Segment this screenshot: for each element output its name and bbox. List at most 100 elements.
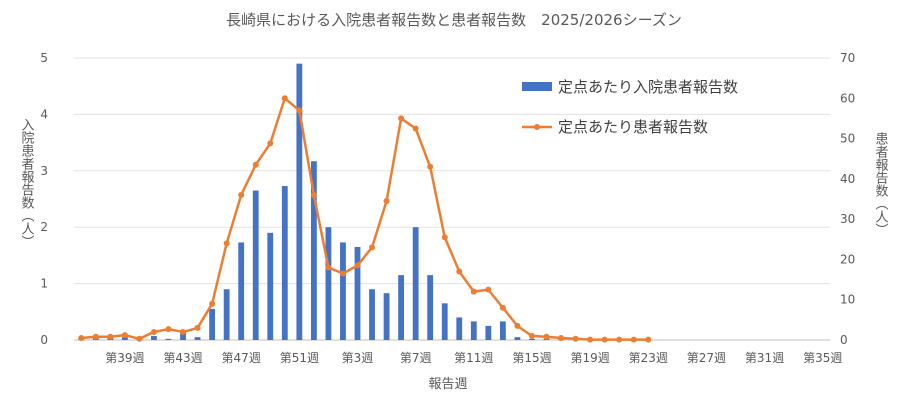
y-left-tick-label: 3	[40, 164, 48, 178]
bar-series	[78, 63, 564, 340]
legend: 定点あたり入院患者報告数 定点あたり患者報告数	[522, 78, 738, 136]
bar	[165, 338, 172, 340]
line-point	[427, 163, 434, 170]
y-right-tick-label: 20	[840, 252, 855, 266]
line-point	[339, 270, 346, 277]
x-tick-label: 第39週	[105, 351, 144, 365]
line-point	[121, 332, 128, 339]
line-point	[194, 324, 201, 331]
x-tick-label: 第31週	[745, 351, 784, 365]
line-point	[238, 191, 245, 198]
bar	[470, 321, 477, 340]
bar	[354, 246, 361, 340]
chart-title: 長崎県における入院患者報告数と患者報告数 2025/2026シーズン	[226, 11, 682, 29]
line-point	[180, 328, 187, 335]
line-point	[499, 304, 506, 311]
y-left-tick-label: 2	[40, 220, 48, 234]
y-axis-left-label: 入院患者報告数（人）	[19, 118, 35, 248]
x-tick-label: 第15週	[512, 351, 551, 365]
line-point	[136, 335, 143, 342]
x-tick-label: 第19週	[570, 351, 609, 365]
line-point	[223, 240, 230, 247]
y-axis-right-ticks: 0 10 20 30 40 50 60 70	[840, 51, 855, 347]
bar	[427, 275, 434, 340]
line-point	[310, 191, 317, 198]
bar	[223, 289, 230, 340]
legend-line-label: 定点あたり患者報告数	[558, 118, 708, 136]
y-right-tick-label: 70	[840, 51, 855, 65]
line-point	[558, 334, 565, 341]
bar	[194, 337, 201, 340]
bar	[369, 289, 375, 340]
line-point	[383, 198, 390, 205]
bar	[456, 317, 463, 340]
bar	[514, 337, 521, 340]
line-point	[441, 234, 448, 241]
line-point	[267, 140, 274, 147]
x-tick-label: 第47週	[222, 351, 261, 365]
line-point	[456, 268, 463, 275]
bar	[151, 336, 157, 340]
bar	[499, 321, 506, 340]
line-point	[470, 288, 477, 295]
line-point	[528, 332, 535, 339]
y-left-tick-label: 5	[40, 51, 48, 65]
bar	[398, 275, 405, 340]
x-axis-ticks: 第39週 第43週 第47週 第51週 第3週 第7週 第11週 第15週 第19週 第23週 第2…	[105, 351, 842, 365]
legend-bar-label: 定点あたり入院患者報告数	[558, 78, 738, 96]
x-axis-label: 報告週	[428, 377, 467, 392]
bar	[121, 337, 128, 340]
bar	[340, 242, 346, 340]
line-point	[485, 286, 492, 293]
y-right-tick-label: 10	[840, 293, 855, 307]
bar	[485, 325, 492, 340]
x-tick-label: 第7週	[400, 351, 432, 365]
line-point	[150, 328, 157, 335]
gridlines	[74, 57, 830, 341]
line-point	[543, 333, 550, 340]
bar	[529, 338, 535, 340]
bar	[180, 332, 186, 340]
bar	[267, 232, 274, 340]
line-point	[412, 125, 419, 132]
x-tick-label: 第35週	[803, 351, 842, 365]
series-line	[81, 97, 649, 341]
y-left-tick-label: 4	[40, 107, 48, 121]
bar	[296, 63, 303, 340]
y-axis-left-ticks: 0 1 2 3 4 5	[40, 51, 48, 347]
line-point	[92, 333, 99, 340]
line-point	[252, 161, 259, 168]
bar	[281, 186, 288, 340]
line-point	[630, 336, 637, 343]
line-point	[209, 300, 216, 307]
x-tick-label: 第27週	[687, 351, 726, 365]
line-point	[514, 322, 521, 329]
y-right-tick-label: 40	[840, 172, 855, 186]
line-point	[165, 326, 172, 333]
x-tick-label: 第3週	[342, 351, 374, 365]
legend-bar-swatch	[522, 82, 552, 91]
line-point	[107, 333, 114, 340]
bar	[238, 242, 245, 340]
x-tick-label: 第43週	[163, 351, 202, 365]
line-point	[587, 336, 594, 343]
y-right-tick-label: 0	[840, 333, 848, 347]
x-tick-label: 第11週	[454, 351, 493, 365]
bar	[325, 227, 332, 340]
y-left-tick-label: 1	[40, 277, 48, 291]
line-point	[281, 95, 288, 102]
x-tick-label: 第51週	[280, 351, 319, 365]
bar	[310, 161, 317, 340]
line-point	[645, 336, 652, 343]
line-point	[325, 264, 332, 271]
line-point	[369, 244, 376, 251]
y-axis-right-label: 患者報告数（人）	[873, 132, 889, 236]
line-point	[398, 115, 405, 122]
bar	[412, 227, 419, 340]
line-point	[78, 334, 85, 341]
line-point	[572, 335, 579, 342]
bar	[252, 190, 259, 340]
x-tick-label: 第23週	[629, 351, 668, 365]
line-point	[616, 336, 623, 343]
